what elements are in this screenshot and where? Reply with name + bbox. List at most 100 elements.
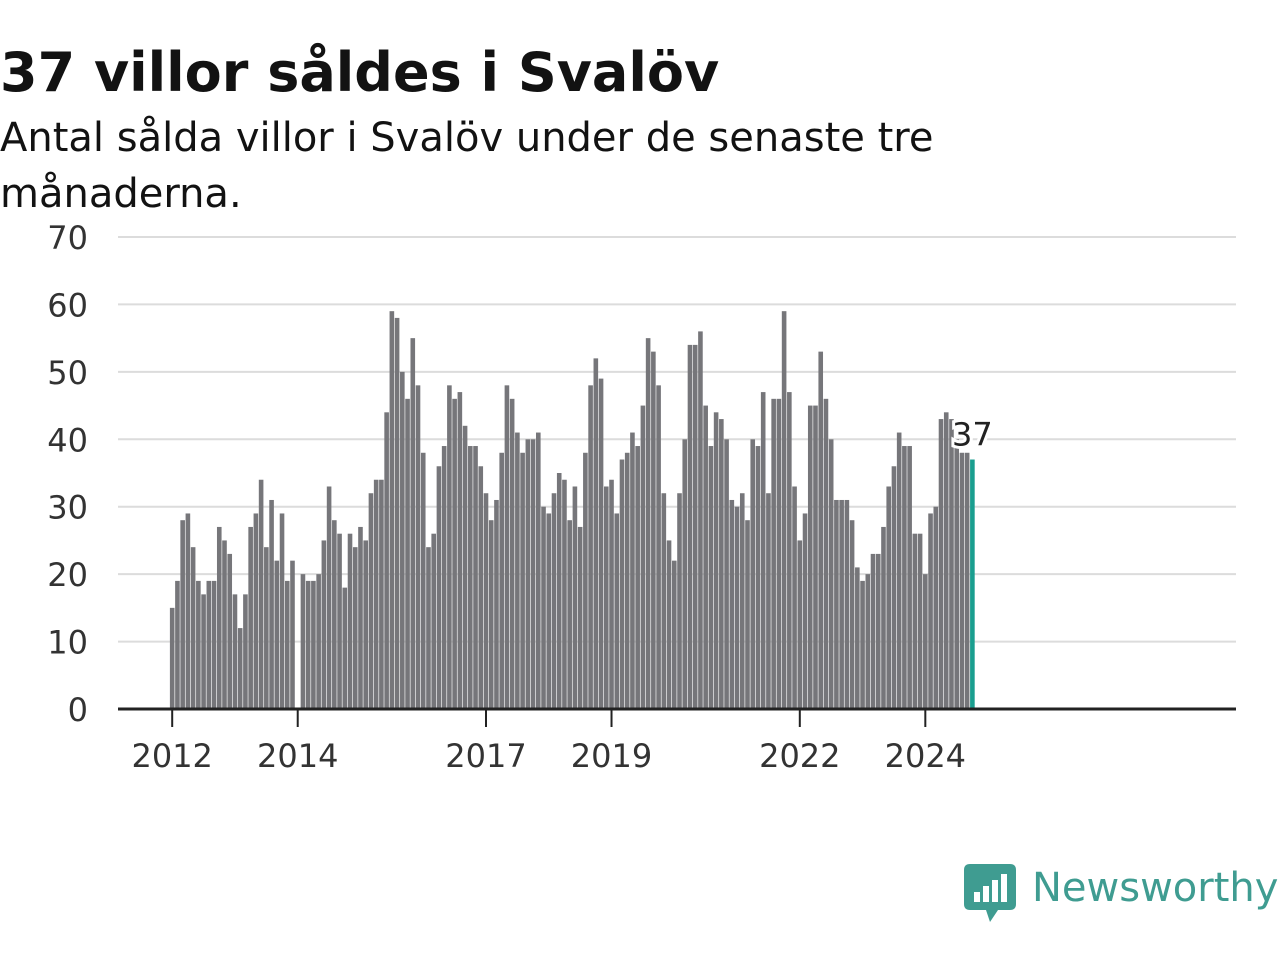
bar [598,378,604,709]
bar [180,520,185,709]
bar [248,526,253,709]
brand-name: Newsworthy [1032,865,1279,911]
y-tick-label: 50 [47,354,88,392]
bar [949,419,954,709]
bar [175,580,180,709]
bar [462,425,468,709]
bar [917,533,923,709]
bar [509,398,515,709]
bar [755,446,761,709]
bar [504,385,510,709]
bar [787,392,792,709]
bar [588,385,593,709]
bar [834,499,839,709]
bar [760,392,766,709]
bar [342,587,348,709]
bar [536,432,541,709]
bar [813,405,818,709]
bar [379,479,384,709]
bar [258,479,264,709]
y-tick-label: 40 [47,421,88,459]
bar [739,493,745,709]
bar [321,540,327,709]
bar [603,486,609,709]
bar [567,520,572,709]
bar [698,331,703,709]
bar [243,594,248,709]
bar [279,513,285,709]
bar [781,311,787,709]
bar [923,574,928,709]
bar [692,344,698,709]
bar [274,560,280,709]
bar [373,479,379,709]
bar [630,432,635,709]
bar [661,493,667,709]
bar [457,392,463,709]
bar [912,533,918,709]
bar [656,385,661,709]
bar [807,405,813,709]
bar [635,446,640,709]
bar [284,580,290,709]
bar [389,311,395,709]
bar [766,493,771,709]
bar [410,338,416,709]
bar [928,513,933,709]
bar [896,432,902,709]
bar [551,493,557,709]
bar [332,520,337,709]
bar [326,486,332,709]
bar [870,553,876,709]
bar [384,412,389,709]
bar [185,513,191,709]
bar [713,412,719,709]
bar [954,439,959,709]
bar [907,446,912,709]
bar [724,439,729,709]
x-tick-label: 2017 [445,737,526,775]
bar [933,506,939,709]
bar [562,479,567,709]
bar [515,432,520,709]
bar [441,446,447,709]
bar [300,574,306,709]
bar [849,520,855,709]
bar [572,486,578,709]
bar [530,439,536,709]
bar [452,398,457,709]
bar [844,499,850,709]
bar [201,594,206,709]
bar [624,452,630,709]
bar [206,580,212,709]
bar [420,452,426,709]
y-tick-label: 0 [68,691,88,729]
bar [902,446,907,709]
y-tick-label: 30 [47,489,88,527]
bar [776,398,782,709]
bar [792,486,797,709]
bar [959,452,965,709]
x-tick-label: 2014 [257,737,338,775]
bar [222,540,227,709]
x-tick-label: 2019 [571,737,652,775]
bar [431,533,436,709]
bar [541,506,546,709]
bar [938,419,944,709]
bar [703,405,708,709]
bar [687,344,693,709]
bar [881,526,886,709]
bar [368,493,374,709]
bar [311,580,316,709]
bar [520,452,525,709]
y-tick-label: 20 [47,556,88,594]
bar [196,580,201,709]
bar [891,466,897,709]
bar [525,439,531,709]
bar [583,452,588,709]
bar [797,540,803,709]
bar [468,446,473,709]
bar [290,560,295,709]
bar [227,553,233,709]
